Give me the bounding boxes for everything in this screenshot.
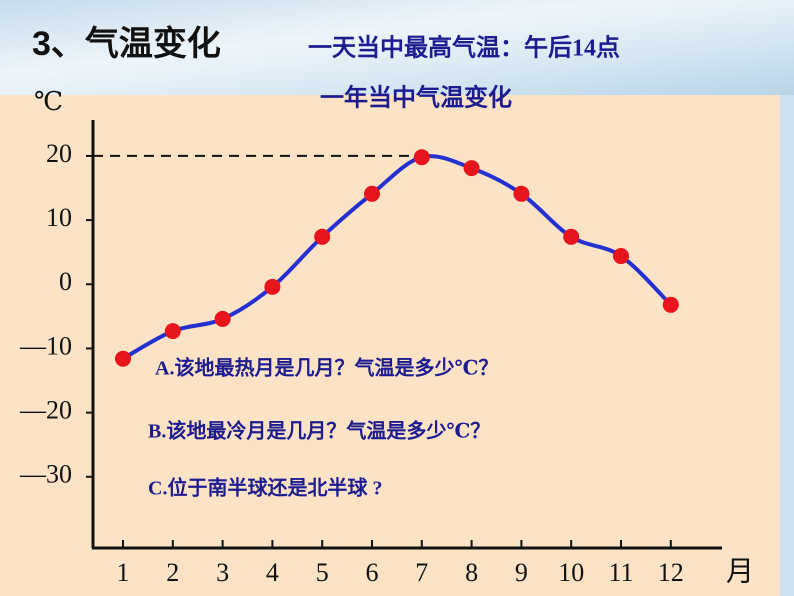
x-axis-label: 月 [726, 556, 754, 587]
data-point [662, 296, 679, 313]
y-tick-label: —30 [19, 460, 72, 489]
data-point [364, 185, 380, 202]
question: A.该地最热月是几月？气温是多少℃？ [155, 356, 498, 380]
y-axis-label: ℃ [34, 87, 63, 116]
data-point [413, 149, 430, 166]
data-point [613, 248, 629, 265]
data-point [214, 310, 231, 327]
y-tick-label: 10 [46, 203, 72, 232]
data-point [314, 228, 331, 245]
y-tick-label: —20 [19, 396, 72, 425]
x-tick-label: 3 [216, 558, 229, 587]
side-strip [780, 95, 794, 596]
data-point [563, 228, 580, 245]
x-tick-label: 7 [415, 558, 428, 587]
x-tick-label: 5 [316, 558, 329, 587]
y-tick-label: 0 [59, 267, 72, 296]
y-tick-label: 20 [46, 139, 72, 168]
x-tick-label: 1 [117, 558, 130, 587]
x-tick-label: 9 [515, 558, 528, 587]
x-tick-label: 6 [366, 558, 379, 587]
x-tick-label: 8 [465, 558, 478, 587]
data-point [164, 323, 181, 340]
x-tick-label: 2 [166, 558, 179, 587]
subtitle: 一天当中最高气温：午后14点 [308, 34, 620, 62]
data-point [115, 350, 131, 367]
data-point [463, 160, 480, 177]
question: B.该地最冷月是几月？气温是多少℃？ [148, 419, 490, 443]
data-point [513, 185, 530, 202]
sky-banner [0, 0, 794, 95]
x-tick-label: 11 [608, 558, 633, 587]
question: C.位于南半球还是北半球 ? [148, 476, 382, 500]
x-tick-label: 12 [658, 558, 684, 587]
y-tick-label: —10 [19, 331, 72, 360]
x-tick-label: 10 [558, 558, 584, 587]
data-point [264, 278, 281, 295]
heading: 3、气温变化 [32, 25, 221, 63]
chart-title: 一年当中气温变化 [320, 84, 512, 112]
x-tick-label: 4 [266, 558, 279, 587]
